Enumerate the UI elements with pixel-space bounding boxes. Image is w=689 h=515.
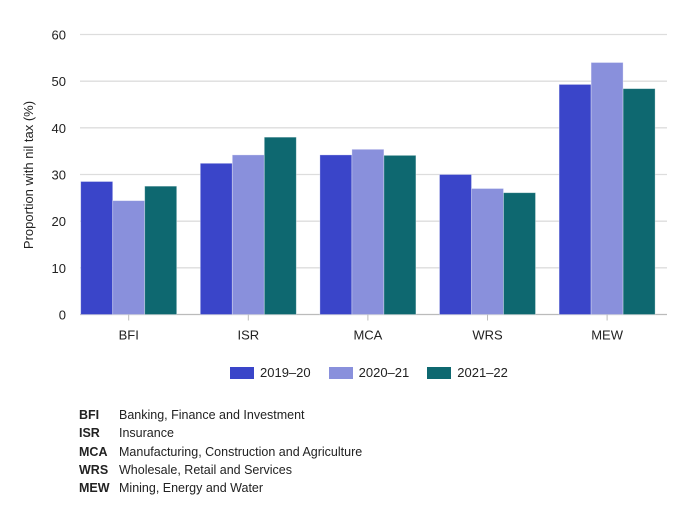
bar-isr-2019–20 bbox=[199, 162, 233, 315]
abbreviation-label: Mining, Energy and Water bbox=[119, 481, 264, 496]
abbreviation-row: ISR Insurance bbox=[79, 424, 362, 442]
legend-label: 2021–22 bbox=[457, 365, 508, 380]
x-tick-label: MCA bbox=[353, 328, 382, 343]
x-tick-label: ISR bbox=[237, 328, 259, 343]
x-tick-label: BFI bbox=[119, 328, 139, 343]
bar-bfi-2021–22 bbox=[144, 185, 178, 315]
bar-mew-2020–21 bbox=[590, 62, 624, 315]
y-axis-label: Proportion with nil tax (%) bbox=[21, 101, 36, 249]
abbreviation-code: WRS bbox=[79, 463, 109, 478]
legend-swatch bbox=[230, 366, 254, 379]
bar-mew-2021–22 bbox=[622, 88, 656, 315]
bar-bfi-2020–21 bbox=[112, 200, 146, 315]
y-tick-label: 50 bbox=[52, 74, 66, 89]
bar-mca-2021–22 bbox=[383, 154, 417, 315]
legend-item: 2020–21 bbox=[328, 365, 410, 380]
abbreviation-label: Manufacturing, Construction and Agricult… bbox=[119, 444, 363, 459]
x-tick-label: WRS bbox=[472, 328, 503, 343]
bar-chart: 0 10 20 30 40 50 60 BFI ISR MCA WRS MEW Proportion … bbox=[21, 28, 667, 343]
legend-swatch bbox=[427, 366, 452, 379]
abbreviation-code: BFI bbox=[79, 408, 100, 423]
abbreviation-row: MEW Mining, Energy and Water bbox=[79, 479, 362, 497]
abbreviation-row: BFI Banking, Finance and Investment bbox=[79, 406, 362, 424]
bar-mca-2019–20 bbox=[319, 154, 353, 315]
y-tick-label: 60 bbox=[52, 28, 66, 43]
y-tick-label: 0 bbox=[59, 308, 66, 323]
bar-wrs-2019–20 bbox=[439, 174, 472, 315]
legend-label: 2019–20 bbox=[260, 365, 311, 380]
legend-swatch bbox=[328, 366, 353, 379]
abbreviation-label: Insurance bbox=[119, 426, 174, 441]
y-tick-label: 10 bbox=[52, 261, 66, 276]
abbreviation-code: MEW bbox=[79, 481, 110, 496]
bar-wrs-2021–22 bbox=[503, 192, 536, 315]
bar-mca-2020–21 bbox=[351, 148, 385, 315]
bar-wrs-2020–21 bbox=[471, 188, 504, 315]
abbreviation-code: ISR bbox=[79, 426, 100, 441]
bar-isr-2021–22 bbox=[263, 136, 297, 315]
x-tick-label: MEW bbox=[591, 328, 624, 343]
abbreviation-code: MCA bbox=[79, 444, 108, 459]
abbreviation-label: Banking, Finance and Investment bbox=[119, 408, 305, 423]
legend-item: 2021–22 bbox=[427, 365, 508, 380]
legend-label: 2020–21 bbox=[358, 365, 410, 380]
abbreviation-label: Wholesale, Retail and Services bbox=[119, 463, 292, 478]
abbreviation-list: BFI Banking, Finance and Investment ISR Ins… bbox=[79, 406, 362, 497]
abbreviation-row: WRS Wholesale, Retail and Services bbox=[79, 461, 362, 479]
bar-mew-2019–20 bbox=[558, 84, 592, 315]
legend-item: 2019–20 bbox=[230, 365, 311, 380]
bar-isr-2020–21 bbox=[231, 154, 265, 315]
abbreviation-row: MCA Manufacturing, Construction and Agric… bbox=[79, 443, 362, 461]
y-tick-label: 20 bbox=[52, 214, 66, 229]
bar-bfi-2019–20 bbox=[80, 181, 114, 315]
y-tick-label: 40 bbox=[52, 121, 66, 136]
legend: 2019–20 2020–21 2021–22 bbox=[230, 365, 508, 380]
y-tick-label: 30 bbox=[52, 168, 66, 183]
